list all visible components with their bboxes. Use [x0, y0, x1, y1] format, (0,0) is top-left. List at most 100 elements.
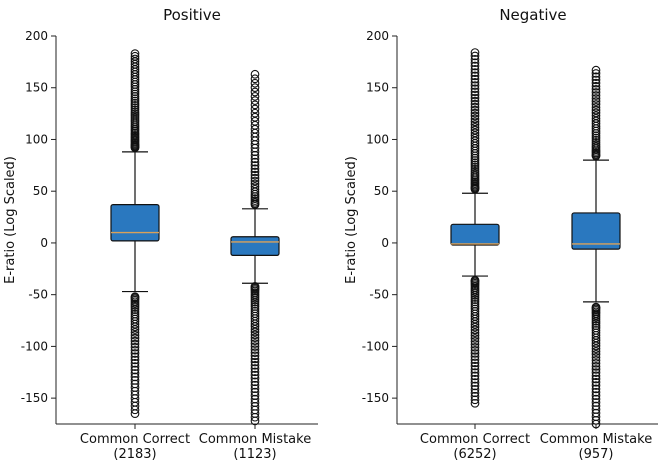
outlier-point-high [250, 91, 260, 101]
outlier-point-low [591, 398, 601, 407]
outlier-point-low [591, 387, 601, 397]
x-tick-count: (6252) [453, 447, 496, 462]
outlier-point-high [250, 161, 260, 170]
outlier-point-low [250, 387, 260, 397]
outlier-point-low [250, 364, 260, 373]
y-tick-label: 50 [374, 184, 389, 198]
y-tick-label: 200 [25, 29, 48, 43]
outlier-point-high [250, 167, 260, 177]
outlier-point-low [470, 293, 480, 302]
outlier-point-high [591, 105, 601, 115]
outlier-point-low [130, 336, 140, 346]
outlier-point-high [591, 97, 601, 106]
outlier-point-low [130, 355, 140, 365]
outlier-point-high [130, 105, 140, 115]
outlier-point-high [470, 128, 480, 138]
outlier-point-high [591, 81, 601, 91]
outlier-point-high [591, 88, 601, 97]
outlier-point-low [250, 384, 260, 394]
outlier-point-low [470, 388, 480, 398]
outlier-point-low [130, 342, 140, 352]
outlier-point-low [130, 352, 140, 362]
outlier-point-low [591, 377, 601, 387]
y-tick-label: 50 [33, 184, 48, 198]
outlier-point-high [250, 112, 260, 122]
outlier-point-high [470, 71, 480, 81]
outlier-point-low [470, 358, 480, 368]
chart-title-1: Negative [499, 6, 566, 24]
outlier-point-low [250, 370, 260, 380]
y-tick-label: 100 [25, 132, 48, 146]
outlier-point-high [470, 156, 480, 165]
outlier-point-high [591, 114, 601, 123]
outlier-point-low [591, 338, 601, 348]
y-tick-label: -150 [362, 391, 389, 405]
outlier-point-high [591, 78, 601, 88]
outlier-point-low [470, 385, 480, 394]
outlier-point-low [470, 331, 480, 340]
outlier-point-low [470, 322, 480, 332]
outlier-point-high [250, 83, 260, 92]
y-tick-label: 150 [25, 81, 48, 95]
outlier-point-low [470, 325, 480, 335]
outlier-point-low [470, 364, 480, 374]
outlier-point-high [470, 111, 480, 121]
outlier-point-high [591, 65, 601, 75]
outlier-point-low [470, 368, 480, 377]
y-tick-label: 100 [366, 132, 389, 146]
outlier-point-high [591, 94, 601, 103]
outlier-point-high [250, 96, 260, 105]
outlier-point-low [470, 391, 480, 401]
outlier-point-low [591, 368, 601, 377]
y-tick-label: -50 [28, 288, 48, 302]
outlier-point-low [130, 330, 140, 340]
outlier-point-high [591, 102, 601, 112]
outlier-point-low [130, 365, 140, 375]
outlier-point-high [470, 102, 480, 112]
outlier-point-low [591, 374, 601, 384]
outlier-point-low [470, 297, 480, 307]
outlier-point-high [470, 84, 480, 94]
outlier-point-low [250, 333, 260, 343]
outlier-point-high [591, 72, 601, 82]
outlier-point-low [470, 342, 480, 352]
outlier-point-low [130, 303, 140, 312]
outlier-point-high [250, 108, 260, 118]
outlier-point-low [591, 381, 601, 390]
outlier-point-high [250, 74, 260, 84]
outlier-point-low [250, 367, 260, 377]
outlier-point-low [470, 355, 480, 365]
outlier-point-high [470, 68, 480, 77]
outlier-point-high [591, 100, 601, 109]
outlier-point-low [250, 348, 260, 357]
outlier-point-high [470, 160, 480, 170]
outlier-point-low [250, 416, 260, 426]
y-axis-label-1: E-ratio (Log Scaled) [344, 156, 359, 284]
outlier-point-high [250, 179, 260, 189]
outlier-point-low [470, 320, 480, 329]
y-tick-label: -50 [369, 288, 389, 302]
outlier-point-low [130, 405, 140, 415]
y-tick-label: -100 [362, 339, 389, 353]
outlier-point-high [470, 131, 480, 140]
outlier-point-low [130, 319, 140, 329]
outlier-point-high [591, 85, 601, 94]
outlier-point-low [130, 333, 140, 343]
outlier-point-high [591, 133, 601, 143]
outlier-point-low [470, 346, 480, 355]
y-axis-label-0: E-ratio (Log Scaled) [3, 156, 18, 284]
outlier-point-low [591, 358, 601, 368]
x-tick-count: (957) [579, 447, 614, 462]
outlier-point-high [250, 87, 260, 97]
outlier-point-high [470, 96, 480, 106]
outlier-point-high [250, 176, 260, 186]
outlier-point-high [470, 105, 480, 115]
outlier-point-high [470, 117, 480, 127]
outlier-point-high [250, 69, 260, 79]
outlier-point-low [591, 384, 601, 394]
outlier-point-low [250, 351, 260, 361]
outlier-point-low [130, 339, 140, 349]
outlier-point-low [591, 316, 601, 326]
outlier-point-low [591, 394, 601, 404]
outlier-point-high [470, 158, 480, 168]
